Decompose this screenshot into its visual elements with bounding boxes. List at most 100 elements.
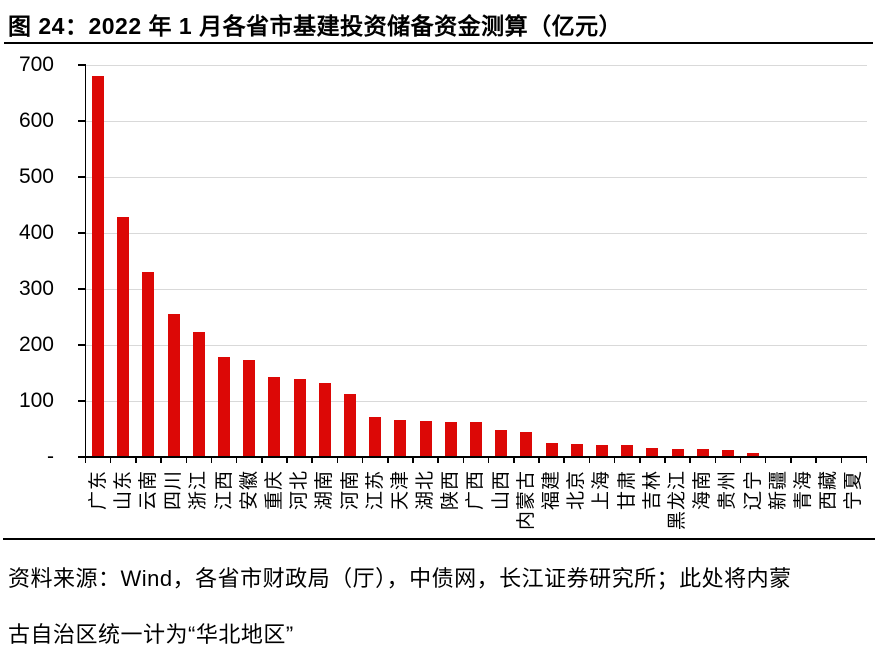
y-axis-label: 100 xyxy=(18,389,54,412)
x-axis-label: 陕西 xyxy=(440,470,462,511)
x-axis-tick xyxy=(790,457,792,463)
x-axis-line xyxy=(84,456,867,458)
x-axis-tick xyxy=(109,457,112,463)
bar xyxy=(495,430,508,457)
y-axis-label: 400 xyxy=(18,221,54,244)
x-axis-label: 广东 xyxy=(87,470,109,511)
y-gridline xyxy=(85,176,867,178)
x-axis-label: 宁夏 xyxy=(843,470,865,511)
x-axis-label: 重庆 xyxy=(263,470,285,511)
x-axis-tick xyxy=(462,457,465,463)
x-axis-label: 福建 xyxy=(541,470,563,511)
bar xyxy=(344,393,357,457)
x-axis-tick xyxy=(412,457,414,463)
x-axis-tick xyxy=(160,457,162,463)
x-axis-label: 河北 xyxy=(289,470,311,511)
bar xyxy=(570,444,583,457)
x-axis-tick xyxy=(286,457,288,463)
bar xyxy=(218,356,231,457)
bar xyxy=(444,421,457,457)
y-axis-tick xyxy=(77,344,86,346)
x-axis-label: 云南 xyxy=(137,470,159,511)
x-axis-tick xyxy=(588,457,591,463)
y-axis-label: 200 xyxy=(18,333,54,356)
y-axis-tick xyxy=(77,120,86,122)
y-axis-label: 700 xyxy=(18,53,54,76)
x-axis-tick xyxy=(387,457,389,463)
x-axis-tick xyxy=(361,457,364,463)
bar xyxy=(142,271,155,457)
x-axis-tick xyxy=(739,457,742,463)
x-axis-label: 天津 xyxy=(389,470,411,511)
x-axis-label: 辽宁 xyxy=(742,470,764,511)
y-axis-label: 300 xyxy=(18,277,54,300)
bar xyxy=(92,76,105,457)
x-axis-label: 山西 xyxy=(490,470,512,511)
chart-divider xyxy=(3,538,875,540)
x-axis-label: 浙江 xyxy=(188,470,210,511)
bar xyxy=(117,216,130,457)
x-axis-tick xyxy=(613,457,616,463)
bar xyxy=(394,420,407,457)
source-note-line1: 资料来源：Wind，各省市财政局（厅），中债网，长江证券研究所；此处将内蒙 xyxy=(8,566,792,591)
y-axis-tick xyxy=(77,176,86,178)
x-axis-label: 黑龙江 xyxy=(667,470,689,531)
x-axis-label: 江苏 xyxy=(364,470,386,511)
x-axis-label: 新疆 xyxy=(767,470,789,511)
bar xyxy=(545,443,558,457)
bar xyxy=(243,360,256,457)
bar xyxy=(520,432,533,457)
x-axis-label: 上海 xyxy=(591,470,613,511)
y-gridline xyxy=(85,344,867,346)
y-axis-tick xyxy=(77,288,86,290)
x-axis-tick xyxy=(639,457,641,463)
x-axis-tick xyxy=(185,457,188,463)
x-axis-label: 海南 xyxy=(692,470,714,511)
x-axis-tick xyxy=(815,457,817,463)
y-gridline xyxy=(85,400,867,402)
x-axis-tick xyxy=(437,457,439,463)
x-axis-tick xyxy=(84,457,87,463)
bar xyxy=(369,416,382,457)
bar xyxy=(696,448,709,457)
bar xyxy=(595,444,608,457)
bar xyxy=(747,452,760,457)
x-axis-tick xyxy=(135,457,137,463)
y-axis-tick xyxy=(77,456,86,458)
x-axis-label: 内蒙古 xyxy=(515,470,537,531)
x-axis-tick xyxy=(865,457,868,463)
x-axis-label: 江西 xyxy=(213,470,235,511)
x-axis-label: 西藏 xyxy=(818,470,840,511)
bar xyxy=(293,378,306,457)
x-axis-tick xyxy=(664,457,666,463)
bar xyxy=(167,313,180,457)
x-axis-tick xyxy=(261,457,263,463)
x-axis-label: 贵州 xyxy=(717,470,739,511)
x-axis-label: 湖北 xyxy=(415,470,437,511)
x-axis-tick xyxy=(235,457,238,463)
x-axis-tick xyxy=(336,457,339,463)
x-axis-tick xyxy=(689,457,691,463)
figure-title: 图 24：2022 年 1 月各省市基建投资储备资金测算（亿元） xyxy=(8,13,623,39)
y-axis-label: 500 xyxy=(18,165,54,188)
title-divider xyxy=(4,42,873,44)
x-axis-label: 甘肃 xyxy=(616,470,638,511)
x-axis-label: 安徽 xyxy=(238,470,260,511)
x-axis-tick xyxy=(764,457,767,463)
x-axis-label: 四川 xyxy=(163,470,185,511)
bar xyxy=(419,421,432,457)
bar xyxy=(470,422,482,457)
y-axis-tick xyxy=(77,400,86,402)
bar xyxy=(621,445,634,457)
x-axis-tick xyxy=(714,457,717,463)
x-axis-label: 北京 xyxy=(566,470,588,511)
bar xyxy=(671,448,684,457)
x-axis-tick xyxy=(840,457,843,463)
x-axis-label: 吉林 xyxy=(641,470,663,511)
x-axis-tick xyxy=(538,457,540,463)
x-axis-tick xyxy=(210,457,213,463)
bar-chart: 700 600 500 400 300 200 100 - 广东 山东 云南 四川 浙江 江西 安徽 重庆 河北… xyxy=(18,53,868,531)
bar xyxy=(268,376,281,457)
y-gridline xyxy=(85,288,867,290)
